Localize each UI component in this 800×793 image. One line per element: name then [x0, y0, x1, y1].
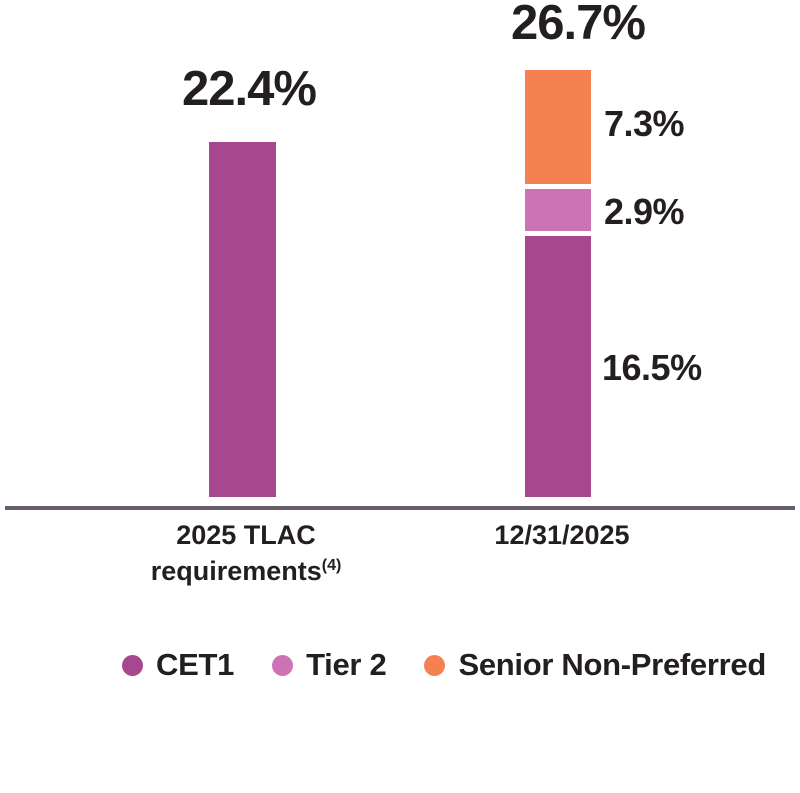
legend-item-cet1: CET1: [122, 647, 234, 683]
x-axis-baseline: [5, 506, 795, 510]
segment-label-cet1: 16.5%: [602, 347, 702, 388]
segment-label-tier2: 2.9%: [604, 191, 685, 232]
total-label-12-31-2025: 26.7%: [511, 0, 646, 50]
category-line2: requirements: [150, 556, 322, 586]
bar-12-31-2025-tier2-segment: [525, 189, 591, 231]
total-label-2025-tlac-requirements: 22.4%: [182, 62, 317, 116]
footnote-marker: (4): [321, 557, 342, 574]
legend-item-tier2: Tier 2: [272, 647, 387, 683]
bar-2025-tlac-requirements-cet1-segment: [209, 142, 276, 497]
category-label-12-31-2025: 12/31/2025: [494, 520, 630, 550]
legend-label-senior-non-preferred: Senior Non-Preferred: [458, 647, 766, 682]
bar-12-31-2025-senior-non-preferred-segment: [525, 70, 591, 184]
legend-item-senior-non-preferred: Senior Non-Preferred: [424, 647, 766, 683]
legend-swatch-cet1-icon: [122, 654, 144, 676]
bar-12-31-2025-cet1-segment: [525, 236, 591, 497]
legend: CET1 Tier 2 Senior Non-Preferred: [0, 647, 800, 683]
legend-label-tier2: Tier 2: [306, 647, 387, 682]
legend-swatch-senior-non-preferred-icon: [424, 654, 446, 676]
legend-swatch-tier2-icon: [272, 654, 294, 676]
segment-label-senior-non-preferred: 7.3%: [604, 103, 685, 144]
legend-label-cet1: CET1: [156, 647, 235, 682]
category-label-2025-tlac-requirements: 2025 TLAC requirements(4): [86, 517, 406, 589]
category-line1: 2025 TLAC: [176, 520, 316, 550]
